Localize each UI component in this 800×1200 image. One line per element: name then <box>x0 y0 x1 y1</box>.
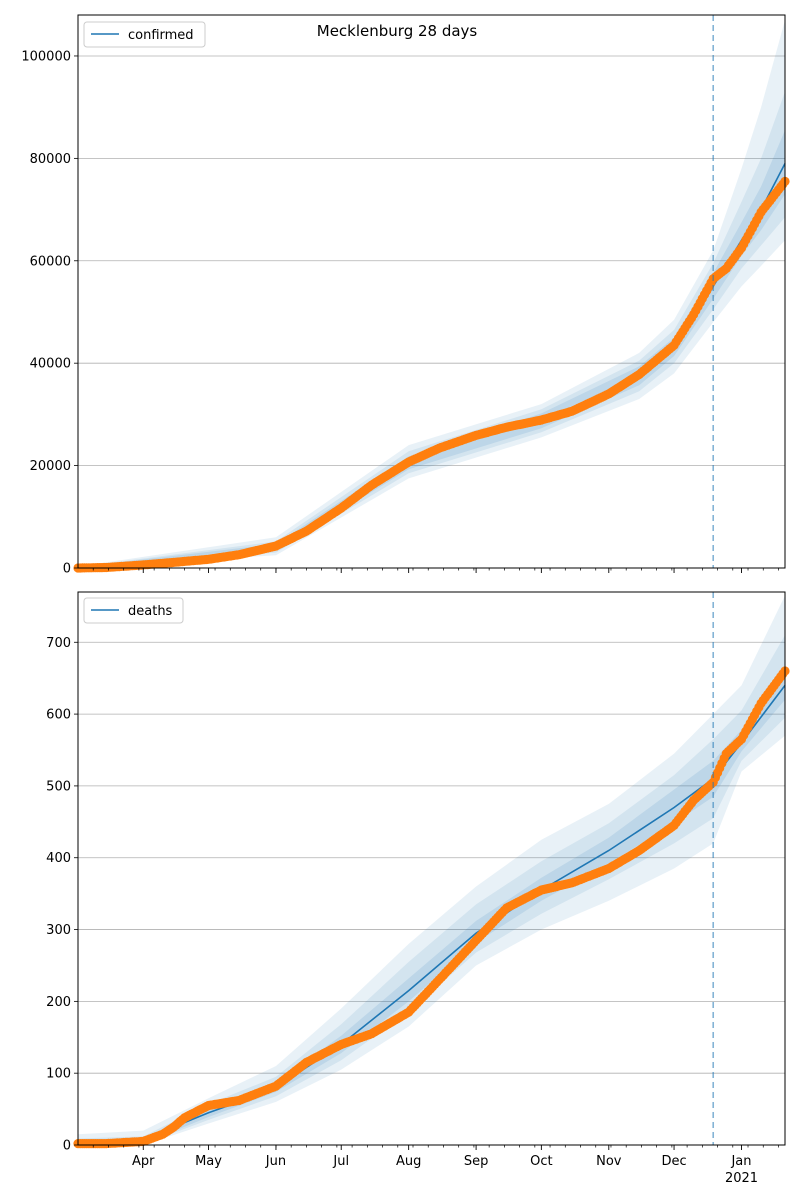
y-tick-label: 0 <box>63 562 71 577</box>
deaths-grid <box>78 641 785 1074</box>
x-tick-label: Aug <box>396 1154 421 1169</box>
confirmed-grid <box>78 55 785 466</box>
deaths-axes-frame <box>77 591 786 1146</box>
legend-box <box>83 597 184 624</box>
deaths-legend: deaths <box>83 597 184 624</box>
x-tick-label: Jun <box>265 1154 286 1169</box>
y-tick-label: 700 <box>46 636 71 651</box>
x-tick-label: Nov <box>596 1154 622 1169</box>
y-tick-label: 200 <box>46 995 71 1010</box>
y-tick-label: 600 <box>46 708 71 723</box>
confirmed-y-axis: 0 20000 40000 60000 80000 100000 <box>21 49 78 577</box>
deaths-observed-points <box>73 666 790 1149</box>
legend-label-confirmed: confirmed <box>128 28 194 43</box>
x-tick-label: Jan <box>730 1154 751 1169</box>
y-tick-label: 0 <box>63 1139 71 1154</box>
legend-box <box>83 21 206 48</box>
confirmed-axes-frame <box>77 14 786 569</box>
y-tick-label: 60000 <box>30 254 71 269</box>
deaths-y-axis: 0 100 200 300 400 500 600 700 <box>46 636 78 1154</box>
confirmed-x-axis <box>92 568 779 573</box>
axes-frame <box>77 591 786 1146</box>
x-tick-label: Apr <box>132 1154 155 1169</box>
y-tick-label: 100000 <box>21 49 71 64</box>
confirmed-uncertainty-bands <box>78 20 785 569</box>
x-tick-label: May <box>195 1154 222 1169</box>
x-tick-year-label: 2021 <box>725 1171 758 1186</box>
x-tick-label: Oct <box>530 1154 552 1169</box>
confirmed-legend: confirmed <box>83 21 206 48</box>
deaths-x-axis: Apr May Jun Jul Aug Sep Oct Nov Dec Jan 2021 <box>92 1145 779 1186</box>
x-tick-label: Sep <box>464 1154 489 1169</box>
y-tick-label: 20000 <box>30 459 71 474</box>
axes-frame <box>77 14 786 569</box>
y-tick-label: 300 <box>46 923 71 938</box>
legend-label-deaths: deaths <box>128 604 173 619</box>
y-tick-label: 100 <box>46 1067 71 1082</box>
y-tick-label: 80000 <box>30 152 71 167</box>
deaths-uncertainty-bands <box>78 595 785 1145</box>
confirmed-panel: 0 20000 40000 60000 80000 100000 Mecklenburg … <box>21 14 790 577</box>
x-tick-label: Dec <box>661 1154 686 1169</box>
y-tick-label: 400 <box>46 851 71 866</box>
chart-title: Mecklenburg 28 days <box>317 22 478 40</box>
y-tick-label: 500 <box>46 779 71 794</box>
uncertainty-band <box>78 595 785 1145</box>
uncertainty-band <box>78 20 785 569</box>
x-tick-label: Jul <box>332 1154 349 1169</box>
deaths-panel: 0 100 200 300 400 500 600 700 Apr May Jun Jul Aug Se… <box>46 591 790 1186</box>
y-tick-label: 40000 <box>30 357 71 372</box>
